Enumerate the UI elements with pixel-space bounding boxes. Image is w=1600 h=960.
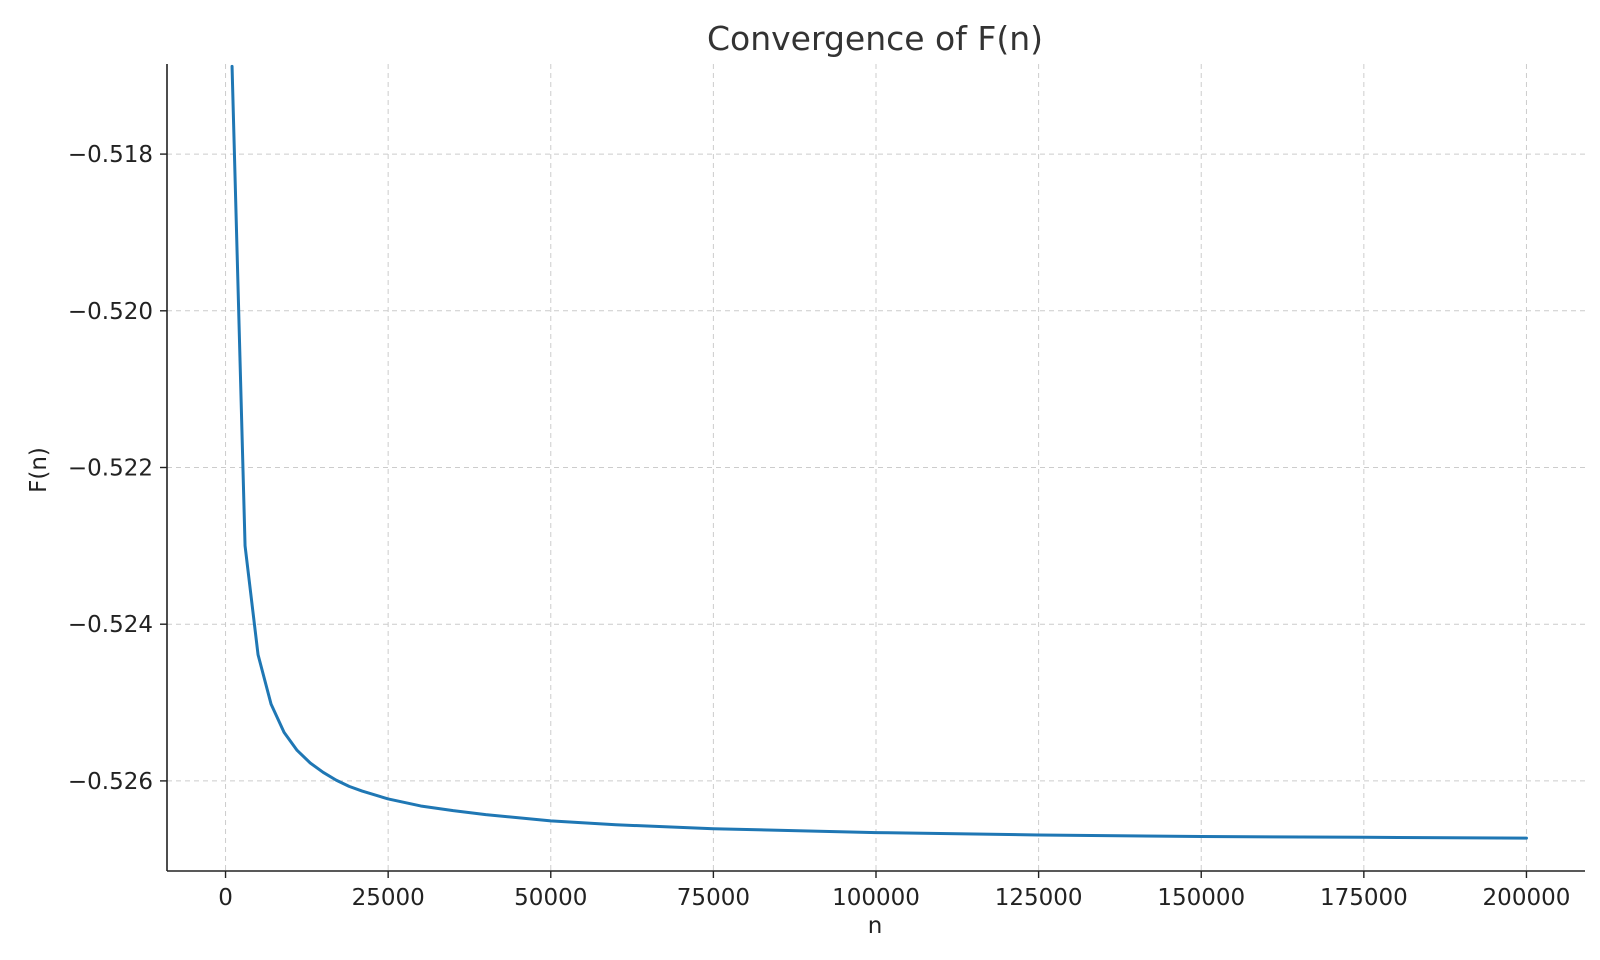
- x-axis-ticks: 0 25000 50000 75000 100000 125000 150000 175000…: [218, 871, 1570, 911]
- x-tick-label: 125000: [995, 885, 1083, 911]
- x-tick-label: 100000: [832, 885, 920, 911]
- x-axis-label: n: [868, 913, 883, 939]
- x-tick-label: 25000: [352, 885, 425, 911]
- chart-title: Convergence of F(n): [707, 19, 1043, 58]
- x-tick-label: 50000: [514, 885, 587, 911]
- y-tick-label: −0.524: [68, 612, 153, 638]
- series-line-0: [230, 64, 1528, 840]
- x-tick-label: 75000: [677, 885, 750, 911]
- y-tick-label: −0.526: [68, 769, 153, 795]
- x-tick-label: 175000: [1320, 885, 1408, 911]
- y-axis-ticks: −0.518 −0.520 −0.522 −0.524 −0.526: [68, 142, 167, 795]
- x-tick-label: 200000: [1483, 885, 1571, 911]
- plot-area: [230, 64, 1528, 840]
- y-axis-label: F(n): [26, 447, 52, 493]
- y-tick-label: −0.522: [68, 456, 153, 482]
- x-tick-label: 150000: [1157, 885, 1245, 911]
- y-tick-label: −0.520: [68, 299, 153, 325]
- y-tick-label: −0.518: [68, 142, 153, 168]
- grid: [167, 64, 1585, 871]
- x-tick-label: 0: [218, 885, 233, 911]
